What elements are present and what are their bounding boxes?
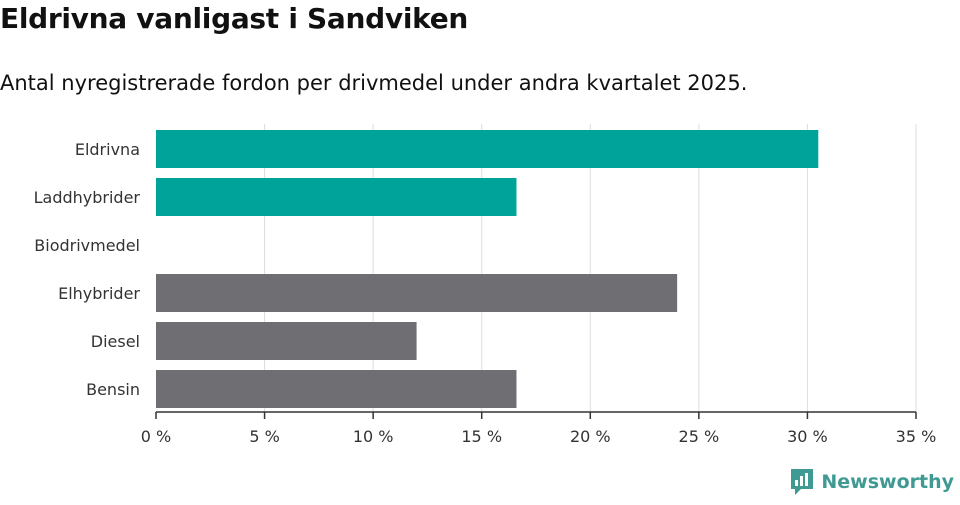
category-label-2: Biodrivmedel <box>34 236 140 255</box>
bar-3 <box>156 274 678 312</box>
x-tick-label-5: 25 % <box>679 427 720 446</box>
bar-chart: Eldrivna Laddhybrider Biodrivmedel Elhybrid… <box>34 124 937 446</box>
x-tick-label-2: 10 % <box>353 427 394 446</box>
bar-5 <box>156 370 517 408</box>
brand-logo: Newsworthy <box>789 467 954 497</box>
bars <box>156 130 819 408</box>
bar-1 <box>156 178 517 216</box>
x-tick-label-3: 15 % <box>461 427 502 446</box>
x-tick-label-7: 35 % <box>896 427 937 446</box>
category-label-4: Diesel <box>91 332 140 351</box>
grid-lines <box>264 124 917 412</box>
x-tick-label-1: 5 % <box>249 427 279 446</box>
category-labels: Eldrivna Laddhybrider Biodrivmedel Elhybrid… <box>34 140 141 399</box>
brand-name: Newsworthy <box>821 471 954 493</box>
category-label-5: Bensin <box>86 380 140 399</box>
newsworthy-logo-icon <box>791 469 814 495</box>
x-tick-label-4: 20 % <box>570 427 611 446</box>
category-label-3: Elhybrider <box>58 284 140 303</box>
category-label-0: Eldrivna <box>75 140 140 159</box>
chart-title: Eldrivna vanligast i Sandviken <box>0 2 469 35</box>
bar-0 <box>156 130 819 168</box>
category-label-1: Laddhybrider <box>34 188 141 207</box>
bar-4 <box>156 322 417 360</box>
x-tick-label-0: 0 % <box>141 427 171 446</box>
x-axis: 0 % 5 % 10 % 15 % 20 % 25 % 30 % 35 % <box>141 411 937 446</box>
chart-subtitle: Antal nyregistrerade fordon per drivmede… <box>0 71 748 95</box>
x-tick-label-6: 30 % <box>787 427 828 446</box>
